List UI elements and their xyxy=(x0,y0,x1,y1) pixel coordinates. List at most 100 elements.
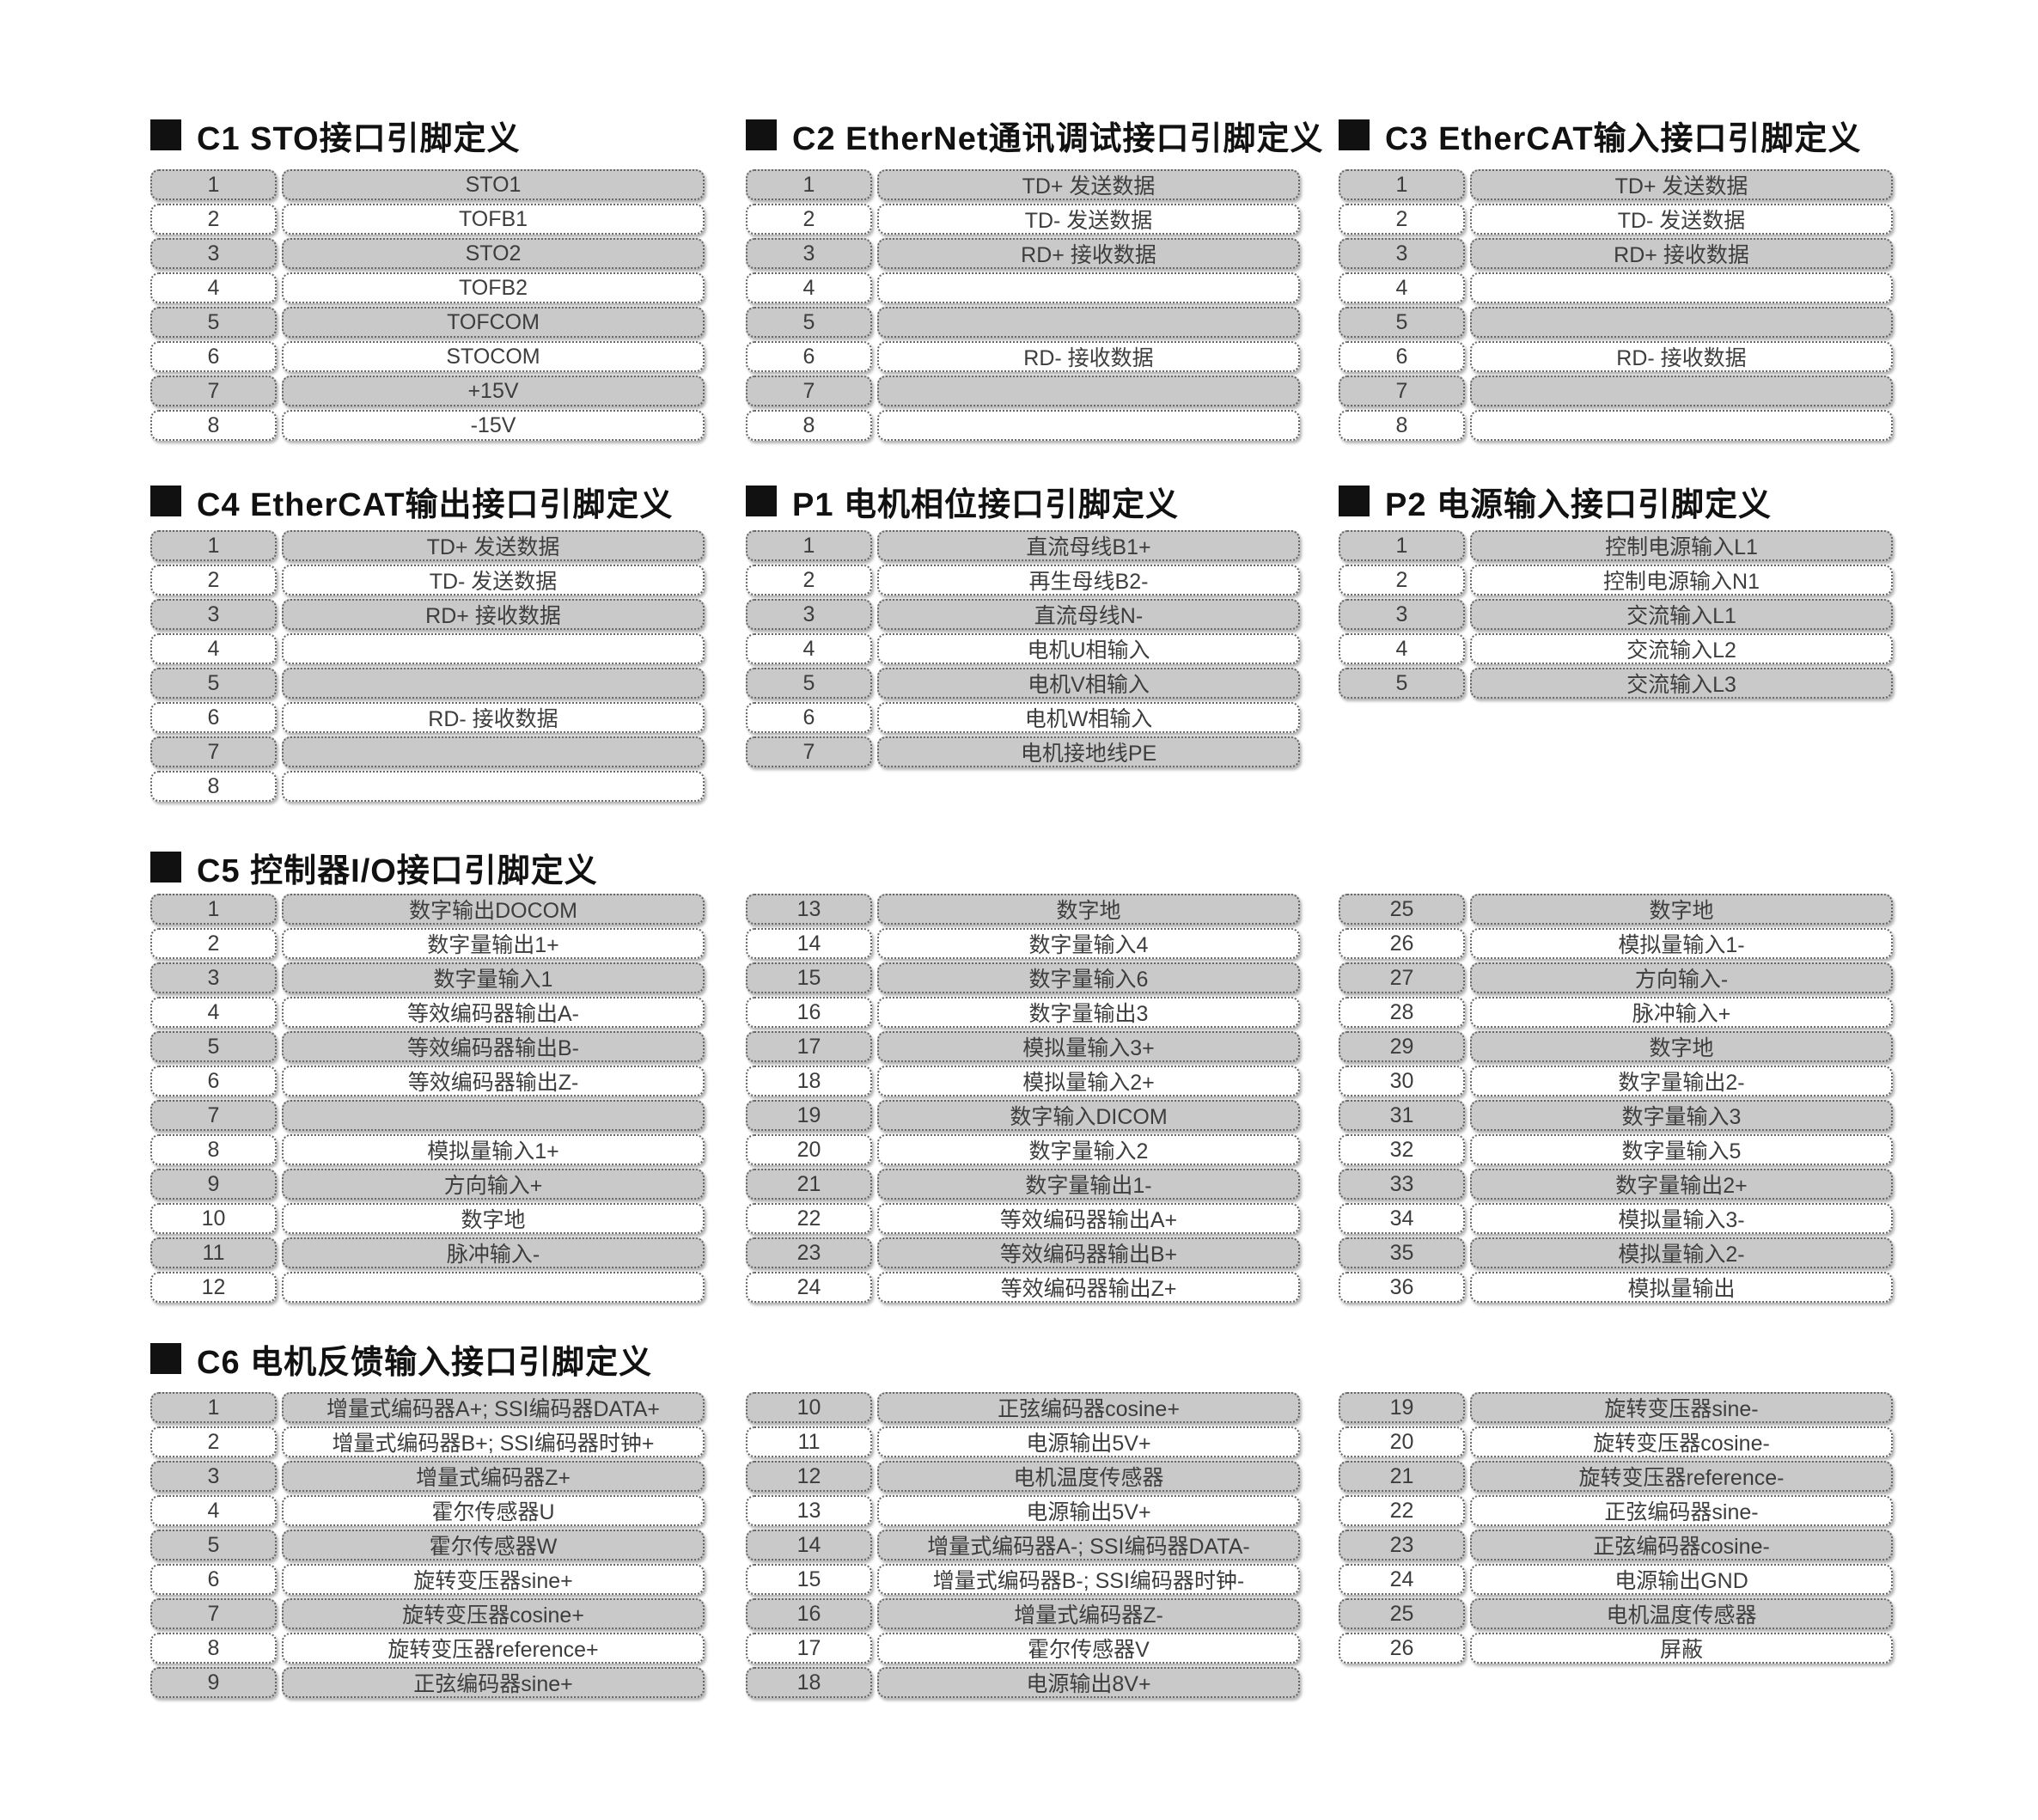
pin-label-cell: 数字量输入6 xyxy=(877,962,1300,993)
pin-row: 4 TOFB2 xyxy=(150,272,705,303)
pin-number-cell: 5 xyxy=(150,1530,277,1560)
pin-label-cell: 霍尔传感器V xyxy=(877,1633,1300,1664)
pin-label-cell: 脉冲输入+ xyxy=(1470,997,1893,1028)
pin-row: 2 TOFB1 xyxy=(150,204,705,235)
pin-number-cell: 6 xyxy=(150,702,277,733)
pin-row: 5 霍尔传感器W xyxy=(150,1530,705,1560)
pin-number-cell: 4 xyxy=(150,997,277,1028)
pin-number-cell: 7 xyxy=(150,736,277,767)
pin-number-cell: 1 xyxy=(1339,169,1465,200)
pin-row: 18 模拟量输入2+ xyxy=(746,1066,1300,1096)
pin-label-cell: 旋转变压器cosine+ xyxy=(282,1598,705,1629)
pin-row: 6 等效编码器输出Z- xyxy=(150,1066,705,1096)
pin-label-cell: TOFCOM xyxy=(282,307,705,338)
pin-number-cell: 7 xyxy=(746,376,872,406)
pin-number-cell: 6 xyxy=(746,341,872,372)
pin-label-cell: 直流母线N- xyxy=(877,599,1300,630)
pin-row: 3 RD+ 接收数据 xyxy=(1339,238,1893,269)
pin-label-cell: 增量式编码器B-; SSI编码器时钟- xyxy=(877,1564,1300,1595)
pin-row: 1 直流母线B1+ xyxy=(746,530,1300,561)
pin-row: 8 xyxy=(746,410,1300,441)
pin-row: 27 方向输入- xyxy=(1339,962,1893,993)
pin-row: 8 -15V xyxy=(150,410,705,441)
pin-row: 4 霍尔传感器U xyxy=(150,1495,705,1526)
pin-number-cell: 31 xyxy=(1339,1100,1465,1131)
section-bullet-icon xyxy=(150,852,181,883)
pin-number-cell: 8 xyxy=(150,1633,277,1664)
pin-number-cell: 24 xyxy=(1339,1564,1465,1595)
pin-table-p2: 1 控制电源输入L1 2 控制电源输入N1 3 交流输入L1 4 交流输入L2 5 交流输入L3 xyxy=(1339,530,1893,702)
pin-number-cell: 34 xyxy=(1339,1203,1465,1234)
pin-row: 8 xyxy=(150,771,705,802)
pin-number-cell: 5 xyxy=(746,307,872,338)
pin-row: 2 再生母线B2- xyxy=(746,565,1300,595)
pin-label-cell: 数字地 xyxy=(282,1203,705,1234)
pin-number-cell: 5 xyxy=(150,307,277,338)
section-title-p2: P2 电源输入接口引脚定义 xyxy=(1339,479,1772,523)
pin-label-cell xyxy=(1470,307,1893,338)
pin-label-cell xyxy=(282,1272,705,1303)
pin-label-cell xyxy=(1470,410,1893,441)
pin-label-cell: 等效编码器输出Z- xyxy=(282,1066,705,1096)
pin-row: 5 xyxy=(746,307,1300,338)
pin-label-cell: STO2 xyxy=(282,238,705,269)
pin-number-cell: 3 xyxy=(150,962,277,993)
pin-row: 25 数字地 xyxy=(1339,894,1893,925)
pin-row: 33 数字量输出2+ xyxy=(1339,1169,1893,1200)
pin-number-cell: 26 xyxy=(1339,1633,1465,1664)
pin-label-cell xyxy=(282,633,705,664)
pin-row: 23 正弦编码器cosine- xyxy=(1339,1530,1893,1560)
pin-number-cell: 36 xyxy=(1339,1272,1465,1303)
pin-row: 14 增量式编码器A-; SSI编码器DATA- xyxy=(746,1530,1300,1560)
pin-row: 26 模拟量输入1- xyxy=(1339,928,1893,959)
pin-label-cell: 霍尔传感器U xyxy=(282,1495,705,1526)
pin-label-cell xyxy=(282,736,705,767)
pin-row: 3 直流母线N- xyxy=(746,599,1300,630)
pin-row: 15 数字量输入6 xyxy=(746,962,1300,993)
pin-label-cell: RD+ 接收数据 xyxy=(877,238,1300,269)
pin-number-cell: 2 xyxy=(150,928,277,959)
pin-number-cell: 16 xyxy=(746,997,872,1028)
pin-label-cell: 电机V相输入 xyxy=(877,668,1300,699)
pin-number-cell: 9 xyxy=(150,1169,277,1200)
pin-label-cell: 控制电源输入L1 xyxy=(1470,530,1893,561)
pin-row: 9 正弦编码器sine+ xyxy=(150,1667,705,1698)
pin-row: 2 TD- 发送数据 xyxy=(746,204,1300,235)
pin-label-cell: 数字地 xyxy=(1470,894,1893,925)
pin-number-cell: 8 xyxy=(150,771,277,802)
pin-row: 19 旋转变压器sine- xyxy=(1339,1392,1893,1423)
pin-number-cell: 4 xyxy=(746,272,872,303)
pin-label-cell xyxy=(1470,272,1893,303)
pin-label-cell: 数字量输入1 xyxy=(282,962,705,993)
pin-label-cell xyxy=(282,1100,705,1131)
pin-row: 24 电源输出GND xyxy=(1339,1564,1893,1595)
section-title-c1: C1 STO接口引脚定义 xyxy=(150,113,521,157)
pin-label-cell: 增量式编码器A+; SSI编码器DATA+ xyxy=(282,1392,705,1423)
pin-row: 25 电机温度传感器 xyxy=(1339,1598,1893,1629)
pin-row: 15 增量式编码器B-; SSI编码器时钟- xyxy=(746,1564,1300,1595)
pin-label-cell: 模拟量输入2- xyxy=(1470,1237,1893,1268)
pin-number-cell: 26 xyxy=(1339,928,1465,959)
pin-label-cell: 再生母线B2- xyxy=(877,565,1300,595)
pin-label-cell: 控制电源输入N1 xyxy=(1470,565,1893,595)
pin-row: 19 数字输入DICOM xyxy=(746,1100,1300,1131)
pin-number-cell: 6 xyxy=(150,1066,277,1096)
pin-number-cell: 1 xyxy=(150,530,277,561)
pin-row: 6 RD- 接收数据 xyxy=(746,341,1300,372)
pin-row: 7 xyxy=(1339,376,1893,406)
pin-number-cell: 10 xyxy=(746,1392,872,1423)
pin-number-cell: 2 xyxy=(1339,565,1465,595)
pin-table-c3: 1 TD+ 发送数据 2 TD- 发送数据 3 RD+ 接收数据 4 5 6 RD- 接收数据 7 8 xyxy=(1339,169,1893,444)
pin-label-cell xyxy=(877,376,1300,406)
pin-row: 32 数字量输入5 xyxy=(1339,1134,1893,1165)
pin-number-cell: 8 xyxy=(1339,410,1465,441)
pin-number-cell: 25 xyxy=(1339,1598,1465,1629)
pin-number-cell: 21 xyxy=(746,1169,872,1200)
pin-row: 16 增量式编码器Z- xyxy=(746,1598,1300,1629)
pin-number-cell: 3 xyxy=(746,238,872,269)
pin-label-cell xyxy=(877,272,1300,303)
section-title-text: C2 EtherNet通讯调试接口引脚定义 xyxy=(792,120,1324,157)
pin-number-cell: 2 xyxy=(746,565,872,595)
pin-row: 14 数字量输入4 xyxy=(746,928,1300,959)
pin-label-cell: -15V xyxy=(282,410,705,441)
